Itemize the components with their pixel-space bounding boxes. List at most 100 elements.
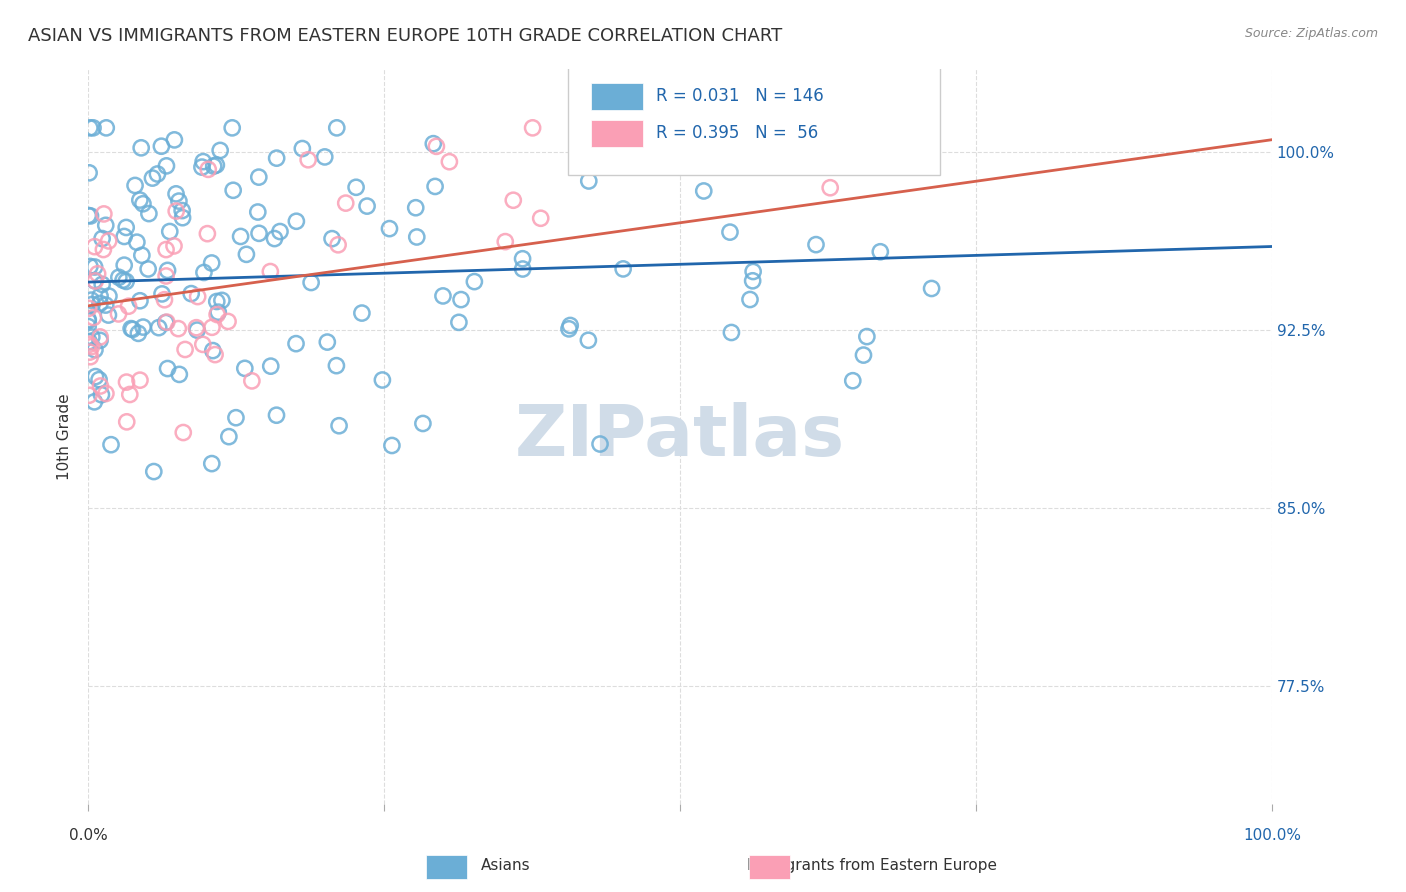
Text: Source: ZipAtlas.com: Source: ZipAtlas.com <box>1244 27 1378 40</box>
FancyBboxPatch shape <box>592 120 644 147</box>
Point <box>263 231 285 245</box>
Point <box>83 274 105 288</box>
Point <box>741 274 763 288</box>
Point <box>82 120 104 135</box>
Point <box>186 320 208 334</box>
Point <box>423 179 446 194</box>
Point <box>344 180 367 194</box>
Point <box>447 315 470 329</box>
Point <box>328 418 350 433</box>
Point <box>163 239 186 253</box>
Point <box>94 298 117 312</box>
Point <box>201 320 224 334</box>
Y-axis label: 10th Grade: 10th Grade <box>58 393 72 480</box>
Point <box>191 154 214 169</box>
Point <box>229 229 252 244</box>
Point <box>77 334 100 349</box>
Point <box>742 264 765 278</box>
Point <box>80 297 103 311</box>
Point <box>117 299 139 313</box>
Point <box>83 240 105 254</box>
Point <box>155 268 177 283</box>
Point <box>89 289 111 303</box>
Point <box>211 293 233 308</box>
Point <box>405 230 427 244</box>
Point <box>522 120 544 135</box>
Point <box>225 410 247 425</box>
FancyBboxPatch shape <box>568 62 941 175</box>
Point <box>89 334 111 348</box>
Point <box>124 178 146 193</box>
Point <box>350 306 373 320</box>
Point <box>94 386 117 401</box>
Point <box>129 373 152 387</box>
Point <box>662 149 685 163</box>
Point <box>127 326 149 341</box>
Point <box>79 337 101 351</box>
Point <box>233 361 256 376</box>
Point <box>201 256 224 270</box>
Point <box>167 321 190 335</box>
Point <box>217 314 239 328</box>
Point <box>128 193 150 207</box>
Point <box>697 156 720 170</box>
Point <box>80 340 103 354</box>
Text: R = 0.031   N = 146: R = 0.031 N = 146 <box>657 87 824 105</box>
Point <box>90 388 112 402</box>
Point <box>169 368 191 382</box>
Point <box>187 289 209 303</box>
Point <box>378 221 401 235</box>
Point <box>463 275 485 289</box>
Point <box>141 171 163 186</box>
Point <box>156 263 179 277</box>
Point <box>77 209 100 223</box>
Point <box>412 417 434 431</box>
Point <box>94 219 117 233</box>
Point <box>291 142 314 156</box>
Point <box>356 199 378 213</box>
Point <box>84 369 107 384</box>
Point <box>195 227 218 241</box>
Point <box>80 293 103 307</box>
Point <box>202 159 225 173</box>
Point <box>165 204 187 219</box>
Point <box>586 158 609 172</box>
Text: 100.0%: 100.0% <box>1243 828 1301 843</box>
Point <box>297 153 319 167</box>
Point <box>620 160 643 174</box>
FancyBboxPatch shape <box>592 83 644 111</box>
Point <box>285 214 308 228</box>
Point <box>205 294 228 309</box>
Point <box>335 196 357 211</box>
Point <box>129 293 152 308</box>
Point <box>77 314 100 328</box>
Point <box>115 274 138 288</box>
Point <box>156 315 179 329</box>
Point <box>191 160 214 174</box>
Point <box>204 348 226 362</box>
Text: 0.0%: 0.0% <box>69 828 107 843</box>
Point <box>266 151 288 165</box>
Point <box>710 120 733 135</box>
Point <box>512 252 534 266</box>
Point <box>155 243 177 257</box>
Point <box>804 237 827 252</box>
Point <box>80 330 103 344</box>
Point <box>132 320 155 334</box>
Point <box>201 457 224 471</box>
Point <box>222 183 245 197</box>
Point <box>405 201 427 215</box>
Point <box>118 387 141 401</box>
Point <box>155 159 177 173</box>
Point <box>450 293 472 307</box>
Point <box>693 184 716 198</box>
Point <box>747 134 769 148</box>
Point <box>131 248 153 262</box>
Point <box>326 237 349 252</box>
Point <box>818 180 841 194</box>
Text: R = 0.395   N =  56: R = 0.395 N = 56 <box>657 124 818 142</box>
Point <box>191 337 214 351</box>
Point <box>79 120 101 135</box>
Point <box>321 232 343 246</box>
Point <box>136 262 159 277</box>
